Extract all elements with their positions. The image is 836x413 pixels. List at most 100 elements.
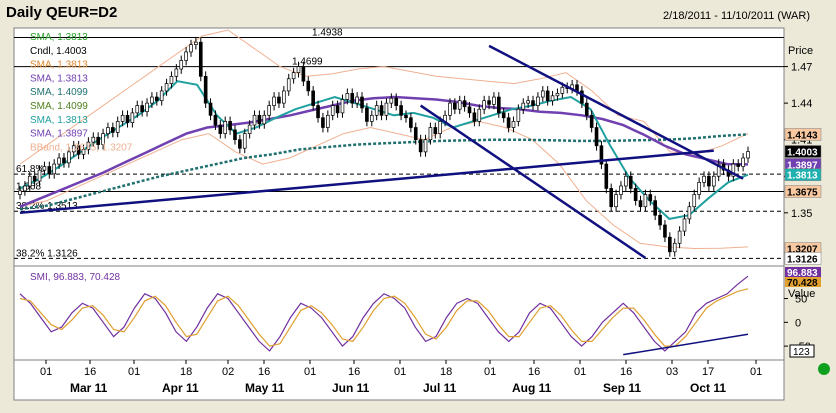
x-tick-label-12: 01 — [574, 366, 586, 378]
level-label-1: 1.4699 — [292, 57, 323, 68]
candle-body — [316, 105, 320, 119]
candle-body — [203, 75, 208, 104]
candle-body — [540, 90, 545, 98]
x-tick-label-13: 16 — [620, 366, 632, 378]
candle-body — [369, 114, 374, 122]
legend-item-0: SMA, 1.3813 — [30, 32, 88, 43]
month-label-4: Jul 11 — [423, 381, 457, 395]
trendline-apr_support — [19, 149, 714, 215]
candle-body — [448, 102, 452, 116]
price-tick-label-0: 1.35 — [791, 208, 812, 220]
candle-body — [672, 242, 677, 253]
candle-body — [384, 102, 389, 116]
price-label-box-0 — [784, 128, 822, 141]
candle-body — [511, 121, 516, 128]
smi-value-box-1 — [785, 277, 821, 287]
candle-body — [198, 41, 203, 77]
candle-body — [736, 163, 741, 167]
candles — [18, 37, 750, 257]
sma-purple-line — [19, 95, 749, 208]
level-label-5: 38.2% 1.3126 — [16, 248, 78, 259]
candle-body — [164, 83, 169, 92]
candle-body — [350, 93, 355, 104]
candle-body — [27, 175, 32, 187]
candle-body — [71, 145, 76, 153]
candle-body — [120, 114, 125, 122]
candle-body — [682, 218, 687, 232]
candle-body — [145, 102, 149, 113]
candle-body — [497, 96, 501, 114]
candle-body — [360, 96, 364, 109]
candle-body — [374, 105, 379, 116]
candle-body — [306, 80, 311, 92]
smi-lines: SMI, 96.883, 70.428 — [19, 272, 749, 356]
candle-body — [423, 139, 428, 153]
candle-body — [653, 200, 657, 216]
legend: SMA, 1.3813 Cndl, 1.4003 SMA, 1.3813 SMA, 1… — [30, 32, 133, 153]
candle-body — [238, 139, 242, 149]
smi-tick-label-0: 50 — [795, 294, 807, 306]
month-label-5: Aug 11 — [512, 381, 552, 395]
price-label-box-4 — [784, 185, 822, 198]
candle-body — [18, 190, 22, 195]
candle-body — [692, 194, 697, 208]
candle-body — [62, 157, 66, 164]
candle-body — [555, 93, 560, 97]
x-tick-label-10: 01 — [484, 366, 496, 378]
candle-body — [506, 117, 511, 128]
candle-body — [86, 141, 91, 150]
x-tick-label-2: 01 — [128, 366, 140, 378]
candle-body — [526, 100, 530, 104]
candle-body — [76, 145, 81, 155]
price-label-0: 1.4143 — [787, 130, 818, 141]
candle-body — [663, 224, 667, 238]
x-tick-label-11: 16 — [528, 366, 540, 378]
smi-trendline-smi_support — [623, 333, 749, 356]
smi-value-box-0 — [785, 267, 821, 277]
candle-body — [42, 166, 47, 171]
candle-body — [472, 112, 477, 122]
candle-body — [453, 102, 457, 110]
candle-body — [628, 175, 633, 189]
legend-item-3: SMA, 1.3813 — [30, 73, 88, 84]
candle-body — [516, 108, 521, 122]
price-label-box-6 — [784, 252, 822, 265]
candle-body — [413, 127, 418, 141]
candle-body — [624, 175, 628, 187]
bb-lower-line — [19, 120, 749, 250]
candle-body — [228, 121, 232, 131]
candle-body — [37, 169, 42, 182]
price-tick-label-3: 1.44 — [791, 98, 812, 110]
candle-body — [711, 175, 716, 187]
candle-body — [32, 175, 37, 182]
candle-body — [365, 107, 369, 122]
candle-body — [531, 100, 535, 106]
candle-body — [218, 124, 223, 134]
time-axis — [13, 359, 785, 401]
x-axis-labels: 01 16 01 18 02 16 01 16 01 18 01 16 01 16 03 17 01 Mar 11… — [40, 360, 762, 395]
candle-body — [741, 157, 745, 167]
price-label-5: 1.3207 — [787, 245, 818, 256]
candle-body — [96, 136, 100, 145]
month-label-3: Jun 11 — [332, 381, 370, 395]
price-label-1: 1.4003 — [787, 148, 818, 159]
candle-body — [418, 139, 423, 153]
candle-body — [81, 149, 86, 155]
candle-body — [213, 114, 218, 126]
candle-body — [282, 90, 286, 104]
month-label-1: Apr 11 — [162, 381, 199, 395]
x-tick-label-14: 03 — [666, 366, 678, 378]
candle-body — [609, 188, 614, 208]
legend-item-8: BBand, 1.3675, 1.3207 — [30, 142, 133, 153]
candle-body — [267, 105, 271, 116]
candle-body — [716, 163, 721, 177]
candle-body — [394, 97, 399, 106]
candle-body — [262, 114, 267, 125]
month-label-6: Sep 11 — [603, 381, 641, 395]
candle-body — [184, 51, 188, 61]
candle-body — [604, 163, 609, 189]
candle-body — [115, 121, 120, 133]
candle-body — [223, 121, 228, 134]
